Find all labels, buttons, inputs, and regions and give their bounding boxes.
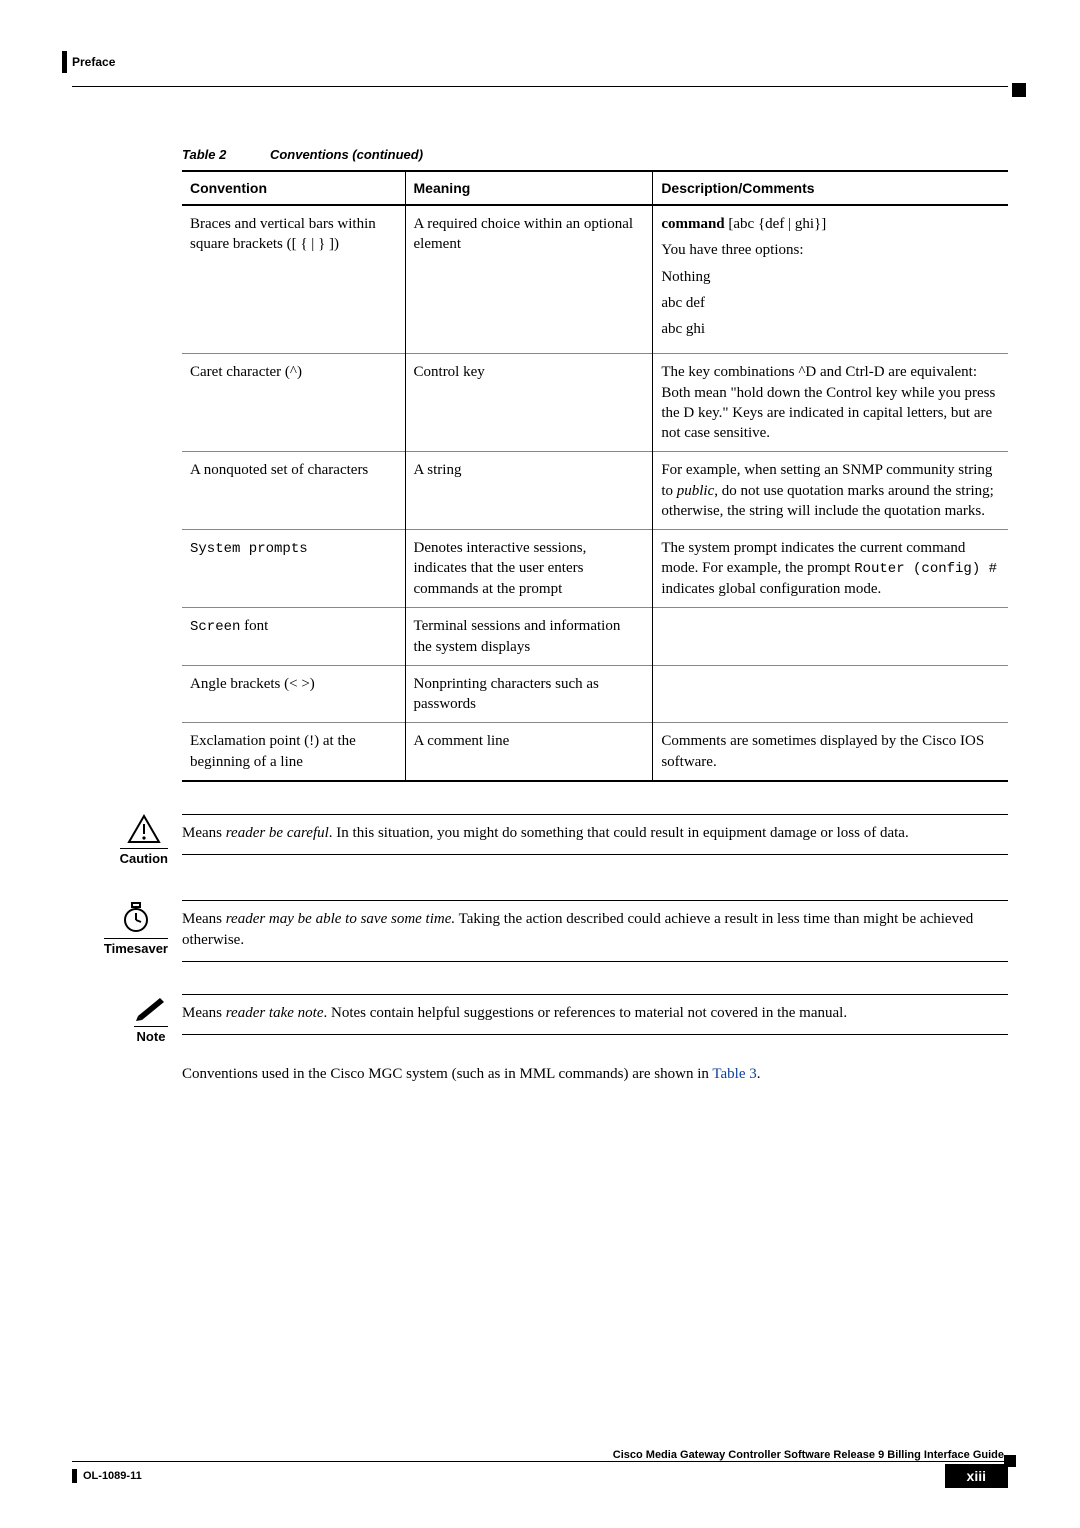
timesaver-block: Timesaver Means reader may be able to sa… — [72, 900, 1008, 962]
table-row: Braces and vertical bars within square b… — [182, 205, 1008, 354]
note-icon — [134, 994, 168, 1022]
conventions-table: Convention Meaning Description/Comments … — [182, 170, 1008, 782]
caution-block: Caution Means reader be careful. In this… — [72, 814, 1008, 868]
table-row: Screen fontTerminal sessions and informa… — [182, 608, 1008, 666]
table-row: Angle brackets (< >)Nonprinting characte… — [182, 665, 1008, 723]
cell-description — [653, 665, 1008, 723]
table-row: System promptsDenotes interactive sessio… — [182, 530, 1008, 608]
cell-convention: Angle brackets (< >) — [182, 665, 405, 723]
cell-convention: Screen font — [182, 608, 405, 666]
table-row: A nonquoted set of charactersA stringFor… — [182, 452, 1008, 530]
cell-convention: System prompts — [182, 530, 405, 608]
cell-description: The key combinations ^D and Ctrl-D are e… — [653, 354, 1008, 452]
table-caption: Table 2 Conventions (continued) — [182, 147, 1008, 162]
caution-label: Caution — [120, 848, 168, 866]
cell-meaning: Terminal sessions and information the sy… — [405, 608, 653, 666]
cell-convention: Exclamation point (!) at the beginning o… — [182, 723, 405, 781]
table-title: Conventions (continued) — [270, 147, 423, 162]
cell-convention: A nonquoted set of characters — [182, 452, 405, 530]
table-row: Caret character (^)Control keyThe key co… — [182, 354, 1008, 452]
page-number: xiii — [945, 1464, 1008, 1488]
cell-convention: Braces and vertical bars within square b… — [182, 205, 405, 354]
footer-rule — [72, 1461, 1008, 1462]
table-row: Exclamation point (!) at the beginning o… — [182, 723, 1008, 781]
footer-marker — [1004, 1455, 1016, 1467]
note-label: Note — [134, 1026, 168, 1044]
cell-description — [653, 608, 1008, 666]
cell-meaning: A required choice within an optional ele… — [405, 205, 653, 354]
cell-meaning: Control key — [405, 354, 653, 452]
cell-description: Comments are sometimes displayed by the … — [653, 723, 1008, 781]
page-header: Preface — [72, 55, 1008, 87]
cell-description: command [abc {def | ghi}]You have three … — [653, 205, 1008, 354]
corner-marker — [1012, 83, 1026, 97]
caution-icon-wrap: Caution — [72, 814, 168, 868]
note-text: Means reader take note. Notes contain he… — [182, 994, 1008, 1035]
section-label: Preface — [72, 55, 115, 69]
after-note-pre: Conventions used in the Cisco MGC system… — [182, 1066, 712, 1082]
cell-description: For example, when setting an SNMP commun… — [653, 452, 1008, 530]
after-note-post: . — [757, 1066, 761, 1082]
header-accent-bar — [62, 51, 67, 73]
timesaver-icon-wrap: Timesaver — [72, 900, 168, 958]
col-header-meaning: Meaning — [405, 171, 653, 205]
cell-meaning: A comment line — [405, 723, 653, 781]
table-label: Table 2 — [182, 147, 226, 162]
col-header-description: Description/Comments — [653, 171, 1008, 205]
cell-description: The system prompt indicates the current … — [653, 530, 1008, 608]
col-header-convention: Convention — [182, 171, 405, 205]
table3-link[interactable]: Table 3 — [712, 1066, 756, 1082]
footer-doc-id: OL-1089-11 — [72, 1469, 142, 1483]
timesaver-icon — [121, 900, 151, 934]
cell-meaning: A string — [405, 452, 653, 530]
note-block: Note Means reader take note. Notes conta… — [72, 994, 1008, 1046]
caution-icon — [127, 814, 161, 844]
cell-convention: Caret character (^) — [182, 354, 405, 452]
footer-doc-title: Cisco Media Gateway Controller Software … — [72, 1449, 1004, 1461]
caution-text: Means reader be careful. In this situati… — [182, 814, 1008, 855]
after-note-paragraph: Conventions used in the Cisco MGC system… — [182, 1064, 1008, 1085]
timesaver-text: Means reader may be able to save some ti… — [182, 900, 1008, 962]
cell-meaning: Nonprinting characters such as passwords — [405, 665, 653, 723]
cell-meaning: Denotes interactive sessions, indicates … — [405, 530, 653, 608]
page-footer: Cisco Media Gateway Controller Software … — [72, 1443, 1008, 1488]
timesaver-label: Timesaver — [104, 938, 168, 956]
note-icon-wrap: Note — [72, 994, 168, 1046]
